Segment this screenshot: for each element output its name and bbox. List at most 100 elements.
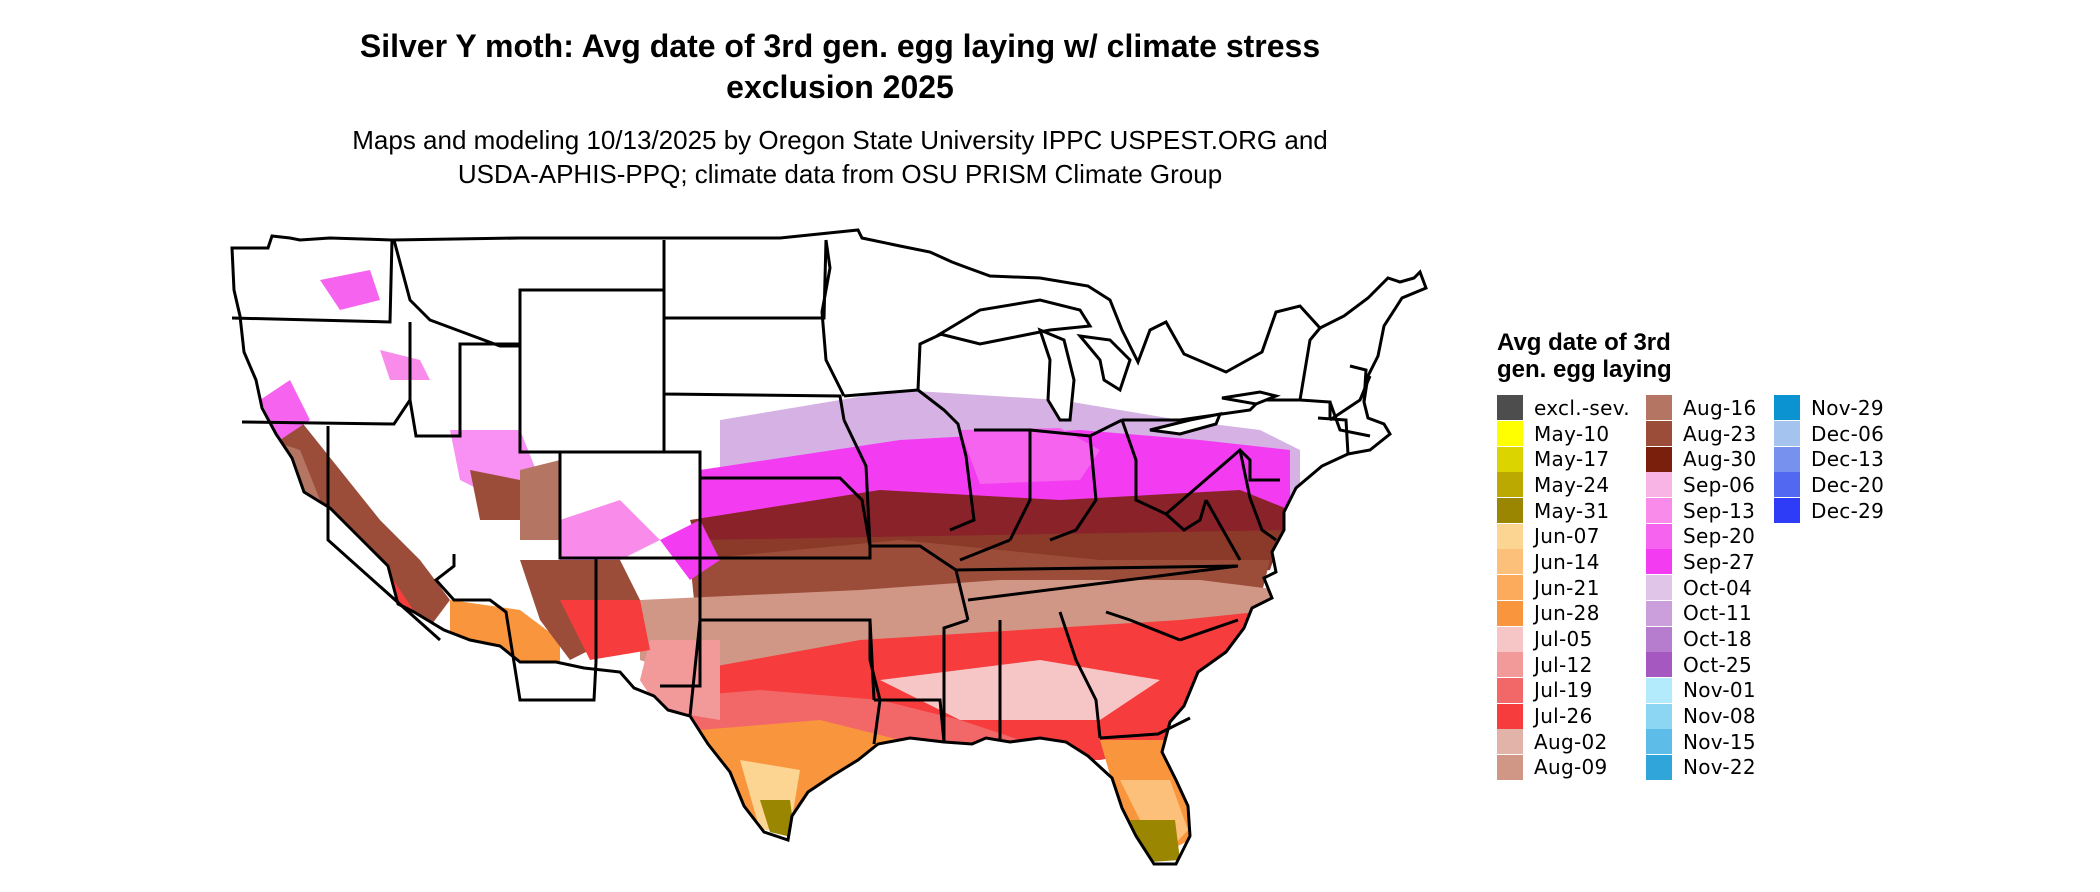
- legend-label: Jul-26: [1534, 704, 1593, 729]
- legend-label: Sep-06: [1683, 472, 1756, 497]
- legend-label: Jun-07: [1534, 524, 1600, 549]
- legend-swatch: [1774, 472, 1800, 498]
- legend-item: Sep-06: [1646, 472, 1757, 498]
- legend-item: Jun-14: [1497, 549, 1630, 575]
- legend-swatch: [1497, 626, 1523, 652]
- legend-item: Sep-27: [1646, 549, 1757, 575]
- legend-column-3: Nov-29 Dec-06 Dec-13 Dec-20 Dec-29: [1774, 395, 1885, 524]
- legend-label: Aug-23: [1683, 421, 1757, 446]
- legend-swatch: [1646, 600, 1672, 626]
- legend-label: Oct-04: [1683, 575, 1753, 600]
- legend-swatch: [1497, 421, 1523, 447]
- legend-item: Aug-02: [1497, 729, 1630, 755]
- legend-item: Jun-28: [1497, 600, 1630, 627]
- legend-swatch: [1497, 703, 1523, 729]
- legend-swatch: [1497, 395, 1523, 421]
- legend-label: Nov-29: [1811, 395, 1884, 420]
- legend-swatch: [1646, 549, 1672, 575]
- legend-item: Jul-05: [1497, 626, 1630, 652]
- legend-label: Aug-16: [1683, 395, 1757, 420]
- legend-label: Oct-25: [1683, 652, 1753, 677]
- legend-label: Oct-18: [1683, 627, 1753, 652]
- legend-swatch: [1774, 421, 1800, 447]
- legend-item: Sep-13: [1646, 498, 1757, 524]
- legend-swatch: [1774, 498, 1800, 524]
- legend-label: Nov-15: [1683, 729, 1756, 754]
- legend-label: May-10: [1534, 421, 1610, 446]
- legend-swatch: [1646, 498, 1672, 524]
- legend-item: Oct-11: [1646, 600, 1757, 627]
- legend-swatch: [1497, 575, 1523, 601]
- legend-item: Aug-30: [1646, 446, 1757, 472]
- legend-swatch: [1646, 754, 1672, 780]
- legend-label: Nov-01: [1683, 678, 1756, 703]
- legend-swatch: [1497, 523, 1523, 549]
- legend-item: Jun-07: [1497, 523, 1630, 549]
- map-title: Silver Y moth: Avg date of 3rd gen. egg …: [220, 26, 1460, 108]
- legend-label: Sep-20: [1683, 524, 1756, 549]
- legend-item: Oct-18: [1646, 626, 1757, 652]
- legend-swatch: [1646, 523, 1672, 549]
- legend-label: Aug-30: [1683, 447, 1757, 472]
- legend-item: excl.-sev.: [1497, 395, 1630, 421]
- legend-label: Dec-13: [1811, 447, 1885, 472]
- legend-swatch: [1497, 549, 1523, 575]
- legend-item: Jun-21: [1497, 575, 1630, 601]
- legend-title: Avg date of 3rd gen. egg laying: [1497, 329, 1672, 383]
- legend-swatch: [1646, 703, 1672, 729]
- legend-swatch: [1497, 446, 1523, 472]
- legend-item: Nov-22: [1646, 754, 1757, 781]
- legend-item: Aug-16: [1646, 395, 1757, 421]
- legend-item: May-24: [1497, 472, 1630, 498]
- legend-swatch: [1497, 652, 1523, 678]
- legend-item: Jul-19: [1497, 677, 1630, 704]
- legend-label: Nov-22: [1683, 755, 1756, 780]
- legend-item: Dec-06: [1774, 421, 1884, 447]
- legend-item: Jul-26: [1497, 703, 1630, 729]
- legend-label: Dec-06: [1811, 421, 1885, 446]
- legend-label: Oct-11: [1683, 601, 1753, 626]
- legend-swatch: [1497, 600, 1523, 626]
- legend-item: May-17: [1497, 446, 1630, 472]
- legend-swatch: [1646, 446, 1672, 472]
- map-subtitle-line1: Maps and modeling 10/13/2025 by Oregon S…: [352, 125, 1328, 155]
- legend-swatch: [1646, 729, 1672, 755]
- legend-label: Dec-20: [1811, 472, 1885, 497]
- legend-label: Sep-13: [1683, 498, 1756, 523]
- legend-label: Sep-27: [1683, 549, 1756, 574]
- legend-label: Jun-28: [1534, 601, 1600, 626]
- legend-swatch: [1497, 729, 1523, 755]
- legend-label: Jun-21: [1534, 575, 1600, 600]
- legend-swatch: [1646, 395, 1672, 421]
- legend-swatch: [1646, 421, 1672, 447]
- legend-item: Oct-04: [1646, 575, 1757, 601]
- legend-label: Jun-14: [1534, 549, 1600, 574]
- legend-label: May-17: [1534, 447, 1610, 472]
- legend-swatch: [1774, 395, 1800, 421]
- legend-item: Aug-23: [1646, 421, 1757, 447]
- legend-swatch: [1646, 626, 1672, 652]
- legend-label: Jul-05: [1534, 627, 1593, 652]
- legend-label: Dec-29: [1811, 498, 1885, 523]
- legend-item: Aug-09: [1497, 754, 1630, 781]
- legend-item: Oct-25: [1646, 652, 1757, 678]
- legend-item: Dec-13: [1774, 446, 1884, 472]
- legend-swatch: [1497, 677, 1523, 703]
- legend-swatch: [1646, 472, 1672, 498]
- map-subtitle-line2: USDA-APHIS-PPQ; climate data from OSU PR…: [457, 159, 1223, 189]
- great-lakes: [936, 298, 1281, 436]
- legend-label: Aug-02: [1534, 729, 1608, 754]
- legend-swatch: [1646, 575, 1672, 601]
- legend-label: Jul-19: [1534, 678, 1593, 703]
- legend-label: Jul-12: [1534, 652, 1593, 677]
- legend-item: Nov-15: [1646, 729, 1757, 755]
- legend-item: Jul-12: [1497, 652, 1630, 678]
- legend-item: Nov-01: [1646, 677, 1757, 704]
- legend-item: May-10: [1497, 421, 1630, 447]
- legend-swatch: [1497, 498, 1523, 524]
- legend-item: Sep-20: [1646, 523, 1757, 549]
- legend-label: excl.-sev.: [1534, 395, 1630, 420]
- legend-item: May-31: [1497, 498, 1630, 524]
- legend-label: Aug-09: [1534, 755, 1608, 780]
